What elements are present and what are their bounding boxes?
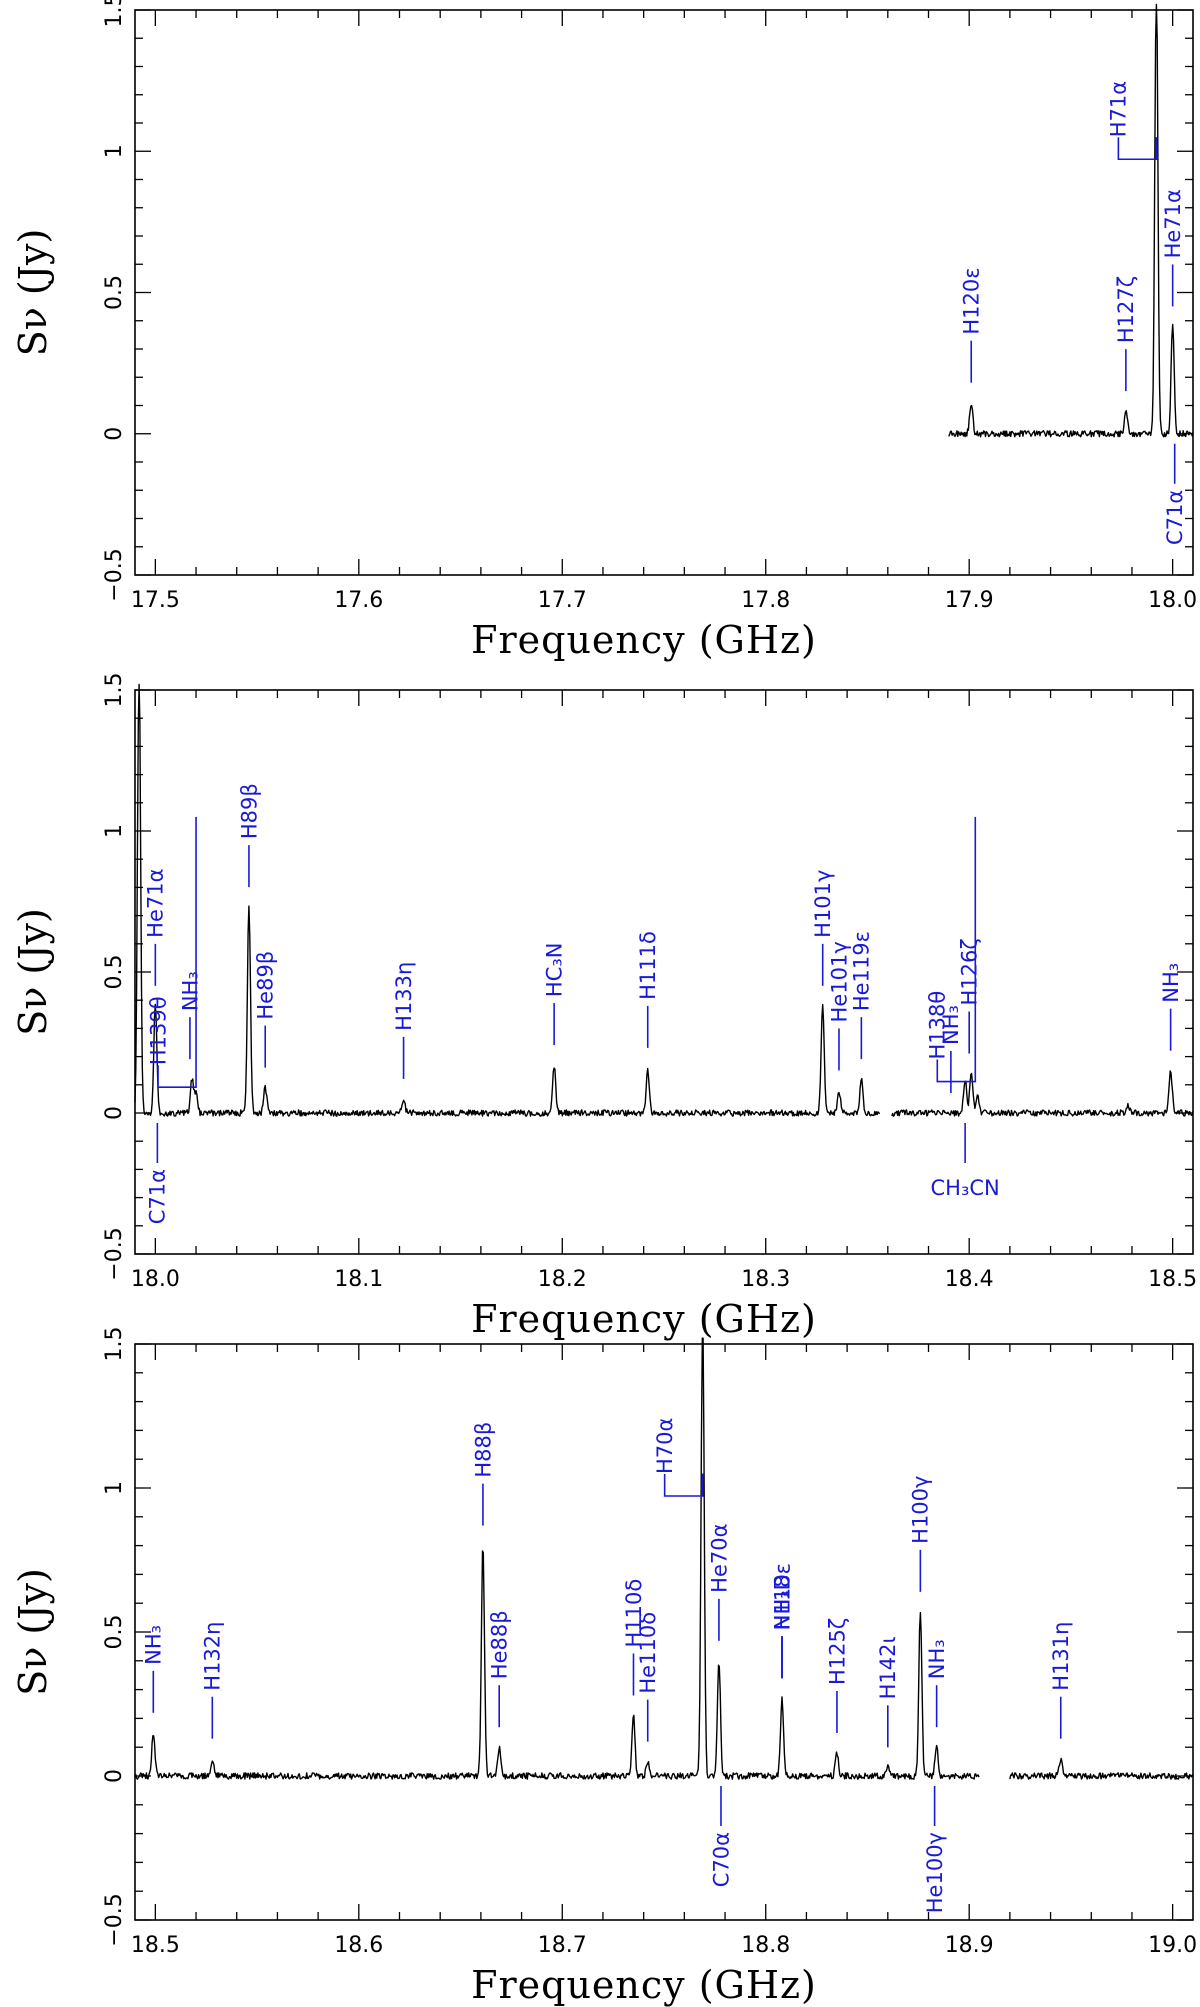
line-label: NH₃ <box>178 971 202 1011</box>
y-tick-label: 1 <box>102 1481 127 1495</box>
x-tick-label: 18.9 <box>945 1933 994 1958</box>
line-label: He101γ <box>827 941 851 1022</box>
line-labels: He71α C71α NH₃ H139θ H89β He89β H133η HC₃N H111δ… <box>144 783 1183 1224</box>
label-leader <box>936 816 977 1083</box>
spectrum-panel-3: 18.5 18.6 18.7 18.8 18.9 19.0 −0.5 0 0.5 1 1.5 Freq… <box>11 1327 1197 2007</box>
label-leader <box>663 1473 704 1497</box>
x-tick-label: 18.4 <box>945 1267 994 1292</box>
x-tick-label: 18.5 <box>1148 1267 1197 1292</box>
y-tick-label: 1 <box>102 824 127 838</box>
line-label: H127ζ <box>1114 276 1138 343</box>
line-label: He89β <box>254 951 278 1020</box>
y-tick-label: −0.5 <box>102 1893 127 1946</box>
y-axis-label: Sν (Jy) <box>11 229 55 357</box>
y-tick-label: −0.5 <box>102 548 127 601</box>
spectrum-trace <box>891 1070 1194 1117</box>
y-tick-label: 0 <box>102 1769 127 1783</box>
y-tick-label: 0 <box>102 427 127 441</box>
x-tick-label: 18.0 <box>131 1267 180 1292</box>
line-label: NH₃ <box>939 1005 963 1045</box>
x-tick-label: 18.3 <box>741 1267 790 1292</box>
y-tick-label: 1.5 <box>102 673 127 708</box>
line-label: H120ε <box>960 267 984 334</box>
line-label: C71α <box>1163 490 1187 545</box>
line-label: He119ε <box>850 931 874 1011</box>
x-tick-label: 17.6 <box>334 588 383 613</box>
label-leader <box>1117 137 1158 161</box>
line-label: NH₃ <box>1159 963 1183 1003</box>
line-label: HC₃N <box>542 942 566 997</box>
spectrum-trace <box>134 1337 980 1780</box>
line-label: He71α <box>144 869 168 938</box>
line-label: NH₂D <box>770 1574 794 1630</box>
spectrum-trace <box>948 3 1194 438</box>
line-label: H118ε <box>770 1563 794 1630</box>
line-label: C71α <box>146 1169 170 1224</box>
line-label: H133η <box>392 962 416 1031</box>
line-label: CH₃CN <box>930 1176 999 1200</box>
y-tick-label: 0.5 <box>102 1615 127 1650</box>
x-tick-label: 18.2 <box>538 1267 587 1292</box>
line-label: H71α <box>1107 81 1131 137</box>
line-label: H125ζ <box>825 1618 849 1685</box>
x-tick-label: 18.7 <box>538 1933 587 1958</box>
line-label: H111δ <box>636 931 660 1000</box>
x-tick-label: 17.9 <box>945 588 994 613</box>
line-label: NH₃ <box>142 1625 166 1665</box>
line-label: H142ι <box>876 1636 900 1699</box>
line-label: H89β <box>237 783 261 839</box>
x-tick-label: 18.6 <box>334 1933 383 1958</box>
y-tick-label: 1 <box>102 144 127 158</box>
line-label: NH₃ <box>770 1590 794 1630</box>
spectrum-trace <box>134 683 881 1117</box>
line-label: H126ζ <box>958 938 982 1005</box>
x-axis-label: Frequency (GHz) <box>471 618 817 662</box>
line-label: H101γ <box>811 870 835 938</box>
line-label: H100γ <box>909 1476 933 1544</box>
x-tick-label: 18.0 <box>1148 588 1197 613</box>
y-tick-label: 1.5 <box>102 0 127 28</box>
line-labels: H120ε H127ζ H71α He71α C71α <box>960 81 1187 545</box>
line-label: H110δ <box>622 1579 646 1648</box>
y-tick-label: −0.5 <box>102 1227 127 1280</box>
x-tick-label: 18.1 <box>334 1267 383 1292</box>
y-axis-label: Sν (Jy) <box>11 1568 55 1696</box>
x-tick-label: 19.0 <box>1148 1933 1197 1958</box>
y-tick-label: 0.5 <box>102 955 127 990</box>
x-tick-label: 17.5 <box>131 588 180 613</box>
x-axis-label: Frequency (GHz) <box>471 1963 817 2007</box>
line-label: C70α <box>709 1832 733 1887</box>
line-label: H131η <box>1049 1622 1073 1691</box>
line-label: H132η <box>201 1622 225 1691</box>
x-tick-label: 18.8 <box>741 1933 790 1958</box>
spectrum-trace <box>1009 1757 1194 1780</box>
y-tick-label: 1.5 <box>102 1327 127 1362</box>
y-axis-label: Sν (Jy) <box>11 908 55 1036</box>
line-label: H138θ <box>926 991 950 1060</box>
x-axis-label: Frequency (GHz) <box>471 1297 817 1341</box>
line-label: He110δ <box>636 1612 660 1694</box>
x-tick-label: 17.7 <box>538 588 587 613</box>
plot-frame <box>134 689 1194 1255</box>
line-label: H88β <box>471 1422 495 1478</box>
y-tick-label: 0 <box>102 1106 127 1120</box>
label-leader <box>157 816 197 1088</box>
line-label: He100γ <box>923 1832 947 1913</box>
line-label: He70α <box>707 1524 731 1593</box>
line-label: He88β <box>488 1610 512 1679</box>
spectrum-panel-1: 17.5 17.6 17.7 17.8 17.9 18.0 −0.5 0 0.5 1 1.5 Freq… <box>11 0 1197 662</box>
x-tick-label: 17.8 <box>741 588 790 613</box>
plot-frame <box>134 9 1194 576</box>
line-label: NH₃ <box>925 1639 949 1679</box>
y-tick-label: 0.5 <box>102 275 127 310</box>
line-label: He71α <box>1161 189 1185 258</box>
x-tick-label: 18.5 <box>131 1933 180 1958</box>
line-label: H70α <box>653 1418 677 1474</box>
spectrum-panel-2: 18.0 18.1 18.2 18.3 18.4 18.5 −0.5 0 0.5 1 1.5 Freq… <box>11 673 1197 1342</box>
line-label: H139θ <box>146 996 170 1065</box>
